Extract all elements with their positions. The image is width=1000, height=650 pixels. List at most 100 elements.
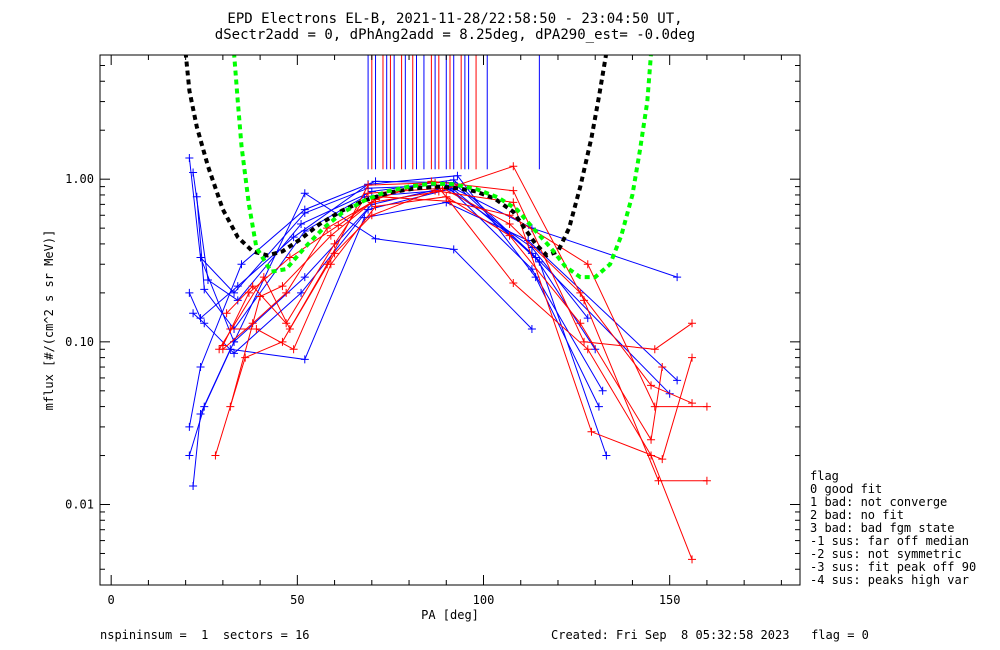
series-blue <box>185 177 611 460</box>
data-point-marker <box>602 451 611 460</box>
series-red <box>218 192 711 411</box>
data-point-marker <box>688 319 697 328</box>
data-point-marker <box>431 186 440 195</box>
data-point-marker <box>535 257 544 266</box>
series-line <box>188 186 671 456</box>
axes-group: 0 50 100 150 0.01 0.10 1.00 <box>65 55 800 607</box>
data-point-marker <box>702 402 711 411</box>
data-point-marker <box>185 153 194 162</box>
data-point-marker <box>237 260 246 269</box>
flag-legend-item: -4 sus: peaks high var <box>810 573 969 587</box>
data-point-marker <box>248 282 257 291</box>
data-point-marker <box>527 324 536 333</box>
chart-title-line2: dSectr2add = 0, dPhAng2add = 8.25deg, dP… <box>215 27 695 43</box>
data-point-marker <box>367 187 376 196</box>
data-point-marker <box>300 189 309 198</box>
y-tick-label: 1.00 <box>65 172 94 186</box>
data-point-marker <box>364 181 373 190</box>
data-point-marker <box>576 319 585 328</box>
data-point-marker <box>252 324 261 333</box>
data-point-marker <box>189 481 198 490</box>
data-point-marker <box>364 205 373 214</box>
data-point-marker <box>226 402 235 411</box>
data-point-marker <box>591 345 600 354</box>
data-point-marker <box>185 422 194 431</box>
data-point-marker <box>200 319 209 328</box>
data-point-marker <box>688 353 697 362</box>
data-point-marker <box>215 345 224 354</box>
data-point-marker <box>330 239 339 248</box>
data-point-marker <box>673 376 682 385</box>
data-point-marker <box>282 288 291 297</box>
data-point-marker <box>576 288 585 297</box>
data-point-marker <box>688 555 697 564</box>
data-point-marker <box>300 273 309 282</box>
data-point-marker <box>211 451 220 460</box>
series-line <box>192 201 678 487</box>
data-point-marker <box>230 288 239 297</box>
data-point-marker <box>196 253 205 262</box>
flag-legend-item: -1 sus: far off median <box>810 534 969 548</box>
flag-legend-item: 2 bad: no fit <box>810 508 904 522</box>
data-point-marker <box>326 231 335 240</box>
data-point-marker <box>200 285 209 294</box>
flag-legend-item: -3 sus: fit peak off 90 <box>810 560 976 574</box>
data-point-marker <box>196 410 205 419</box>
data-point-marker <box>509 162 518 171</box>
data-point-marker <box>442 192 451 201</box>
flag-legend-item: 1 bad: not converge <box>810 495 947 509</box>
data-point-marker <box>647 381 656 390</box>
data-point-marker <box>650 402 659 411</box>
data-point-marker <box>367 211 376 220</box>
data-point-marker <box>509 186 518 195</box>
x-tick-label: 0 <box>108 593 115 607</box>
data-point-marker <box>449 245 458 254</box>
data-point-marker <box>241 353 250 362</box>
series-blue <box>185 182 674 460</box>
data-point-marker <box>285 324 294 333</box>
data-series-group <box>185 153 711 564</box>
data-point-marker <box>587 427 596 436</box>
flag-legend-item: 0 good fit <box>810 482 882 496</box>
data-point-marker <box>583 314 592 323</box>
series-red <box>211 178 697 564</box>
series-red <box>215 186 697 464</box>
y-axis-label: mflux [#/(cm^2 s sr MeV)] <box>42 230 56 411</box>
fit-curve-green <box>232 55 653 280</box>
series-line <box>230 196 663 442</box>
series-line <box>188 180 607 456</box>
x-axis-label: PA [deg] <box>421 608 479 622</box>
data-point-marker <box>509 279 518 288</box>
series-line <box>188 175 600 407</box>
data-point-marker <box>297 288 306 297</box>
data-point-marker <box>505 211 514 220</box>
data-point-marker <box>650 345 659 354</box>
data-point-marker <box>189 168 198 177</box>
flag-legend-item: -2 sus: not symmetric <box>810 547 962 561</box>
data-point-marker <box>334 221 343 230</box>
data-point-marker <box>505 231 514 240</box>
series-red <box>226 192 667 444</box>
data-point-marker <box>285 253 294 262</box>
data-point-marker <box>297 220 306 229</box>
data-point-marker <box>300 205 309 214</box>
data-point-marker <box>673 273 682 282</box>
flag-legend: flag 0 good fit 1 bad: not converge 2 ba… <box>810 469 976 587</box>
data-point-marker <box>583 345 592 354</box>
series-red <box>226 177 697 411</box>
data-point-marker <box>453 171 462 180</box>
x-tick-label: 50 <box>290 593 304 607</box>
data-point-marker <box>654 476 663 485</box>
series-line <box>226 187 693 404</box>
data-point-marker <box>371 202 380 211</box>
x-tick-label: 100 <box>473 593 495 607</box>
data-point-marker <box>688 399 697 408</box>
data-point-marker <box>289 233 298 242</box>
data-point-marker <box>196 363 205 372</box>
flag-legend-title: flag <box>810 469 839 483</box>
data-point-marker <box>580 337 589 346</box>
data-point-marker <box>583 260 592 269</box>
fit-curve-black <box>183 55 609 258</box>
footer-right-text: Created: Fri Sep 8 05:32:58 2023 flag = … <box>551 628 869 642</box>
